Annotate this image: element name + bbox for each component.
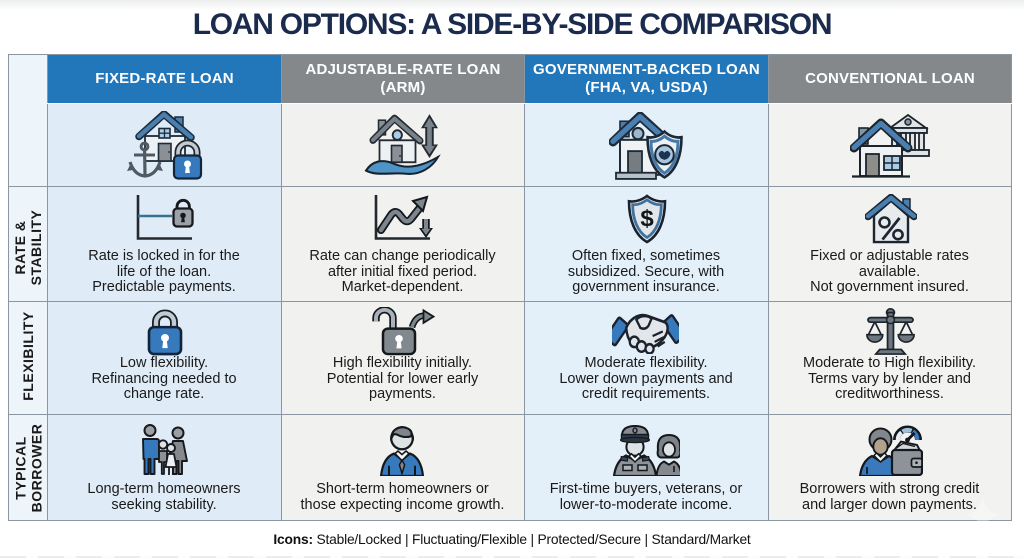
svg-text:$: $: [640, 206, 653, 231]
